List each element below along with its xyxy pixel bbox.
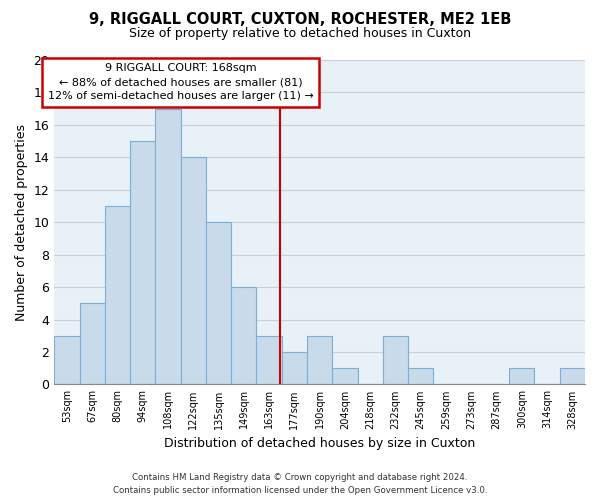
Bar [509,368,535,384]
Bar [155,108,181,384]
Bar [181,158,206,384]
Bar [307,336,332,384]
Bar [105,206,130,384]
Text: Contains HM Land Registry data © Crown copyright and database right 2024.
Contai: Contains HM Land Registry data © Crown c… [113,473,487,495]
Bar [130,141,155,384]
Bar [408,368,433,384]
Bar [206,222,231,384]
X-axis label: Distribution of detached houses by size in Cuxton: Distribution of detached houses by size … [164,437,475,450]
Text: Size of property relative to detached houses in Cuxton: Size of property relative to detached ho… [129,28,471,40]
Text: 9 RIGGALL COURT: 168sqm
← 88% of detached houses are smaller (81)
12% of semi-de: 9 RIGGALL COURT: 168sqm ← 88% of detache… [48,63,314,101]
Bar [231,287,256,384]
Text: 9, RIGGALL COURT, CUXTON, ROCHESTER, ME2 1EB: 9, RIGGALL COURT, CUXTON, ROCHESTER, ME2… [89,12,511,28]
Bar [282,352,307,384]
Bar [383,336,408,384]
Bar [332,368,358,384]
Bar [54,336,80,384]
Y-axis label: Number of detached properties: Number of detached properties [15,124,28,320]
Bar [256,336,282,384]
Bar [80,304,105,384]
Bar [560,368,585,384]
